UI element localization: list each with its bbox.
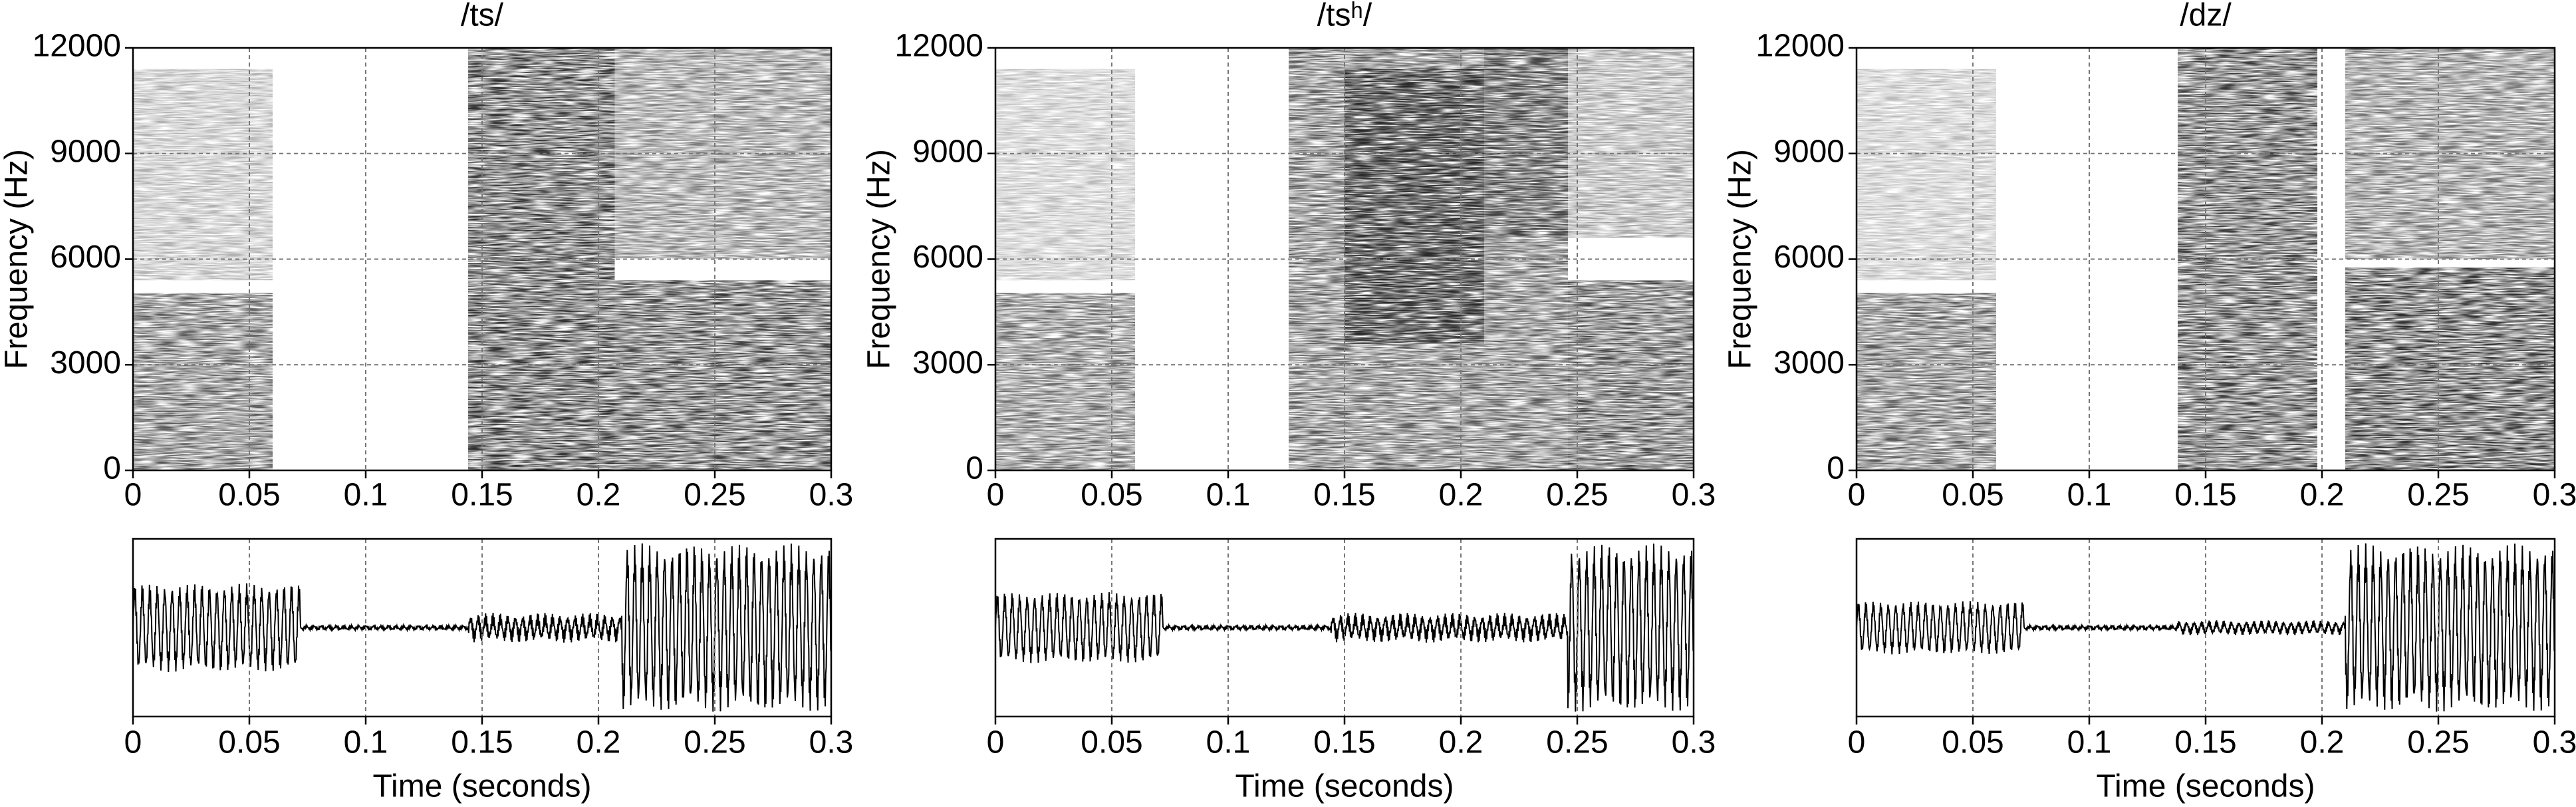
x-axis-label: Time (seconds) (1235, 769, 1454, 804)
x-tick-label: 0.1 (2067, 478, 2112, 513)
x-axis-label: Time (seconds) (2097, 769, 2315, 804)
x-tick-label: 0 (987, 725, 1005, 760)
spectrogram-shade (1857, 69, 1996, 281)
x-tick-label: 0.15 (2174, 725, 2236, 760)
spectrogram-shade (133, 293, 273, 470)
x-tick-label: 0.05 (218, 725, 280, 760)
plot-frame (1855, 538, 2556, 718)
x-tick-label: 0.25 (2407, 478, 2469, 513)
x-tick-label: 0.15 (2174, 478, 2236, 513)
y-axis-label: Frequency (Hz) (1723, 149, 1758, 369)
x-tick-label: 0.05 (1081, 478, 1142, 513)
x-tick-label: 0.15 (451, 725, 513, 760)
x-tick-label: 0.2 (2300, 725, 2345, 760)
x-tick-label: 0 (124, 478, 142, 513)
spectrogram-shade (995, 293, 1135, 470)
y-tick-label: 0 (966, 451, 983, 486)
x-tick-label: 0.3 (2533, 478, 2576, 513)
x-tick-label: 0 (124, 725, 142, 760)
x-tick-label: 0.3 (809, 725, 854, 760)
x-tick-label: 0.15 (451, 478, 513, 513)
x-tick-label: 0.1 (1206, 478, 1251, 513)
spectrogram-shade (133, 69, 273, 281)
x-tick-label: 0.25 (684, 478, 745, 513)
plot-frame (1855, 47, 2556, 472)
x-tick-label: 0.05 (1081, 725, 1142, 760)
x-tick-label: 0.2 (1439, 478, 1483, 513)
x-tick-label: 0.15 (1313, 478, 1375, 513)
spectrogram-shade (1857, 293, 1996, 470)
spectrogram-shade (1484, 48, 1694, 238)
y-tick-label: 12000 (33, 29, 121, 64)
x-tick-label: 0.3 (809, 478, 854, 513)
x-tick-label: 0 (1848, 478, 1866, 513)
x-tick-label: 0.05 (1942, 478, 2003, 513)
y-tick-label: 12000 (1756, 29, 1845, 64)
y-axis-label: Frequency (Hz) (0, 149, 35, 369)
y-tick-label: 3000 (912, 345, 983, 381)
y-tick-label: 9000 (1773, 134, 1845, 169)
plot-frame (994, 538, 1695, 718)
x-tick-label: 0.3 (2533, 725, 2576, 760)
spectrogram-shade (468, 48, 615, 470)
spectrogram-shade (1568, 280, 1694, 470)
spectrogram-shade (2345, 267, 2555, 470)
spectrogram-shade (1345, 69, 1484, 344)
y-tick-label: 9000 (50, 134, 121, 169)
x-tick-label: 0.1 (1206, 725, 1251, 760)
x-tick-label: 0.05 (1942, 725, 2003, 760)
chart-title: /ts/ (461, 0, 504, 33)
y-tick-label: 12000 (895, 29, 983, 64)
y-tick-label: 3000 (1773, 345, 1845, 381)
x-tick-label: 0.3 (1672, 478, 1716, 513)
chart-title: /dz/ (2180, 0, 2232, 33)
y-tick-label: 3000 (50, 345, 121, 381)
x-axis-label: Time (seconds) (373, 769, 592, 804)
plot-frame (994, 47, 1695, 472)
x-tick-label: 0.1 (344, 478, 388, 513)
x-tick-label: 0.3 (1672, 725, 1716, 760)
y-tick-label: 9000 (912, 134, 983, 169)
y-tick-label: 6000 (912, 240, 983, 275)
y-tick-label: 0 (103, 451, 121, 486)
x-tick-label: 0.2 (1439, 725, 1483, 760)
x-tick-label: 0.25 (1546, 478, 1608, 513)
x-tick-label: 0.25 (684, 725, 745, 760)
x-tick-label: 0.2 (577, 725, 621, 760)
x-tick-label: 0.15 (1313, 725, 1375, 760)
x-tick-label: 0.2 (2300, 478, 2345, 513)
x-tick-label: 0.2 (577, 478, 621, 513)
x-tick-label: 0.1 (2067, 725, 2112, 760)
x-tick-label: 0.05 (218, 478, 280, 513)
y-tick-label: 6000 (1773, 240, 1845, 275)
plot-frame (132, 538, 833, 718)
x-tick-label: 0 (987, 478, 1005, 513)
chart-title: /tsʰ/ (1317, 0, 1372, 33)
spectrogram-shade (995, 69, 1135, 281)
x-tick-label: 0.25 (2407, 725, 2469, 760)
spectrogram-shade (614, 280, 831, 470)
x-tick-label: 0 (1848, 725, 1866, 760)
y-tick-label: 0 (1827, 451, 1845, 486)
plot-frame (132, 47, 833, 472)
x-tick-label: 0.1 (344, 725, 388, 760)
y-axis-label: Frequency (Hz) (862, 149, 897, 369)
x-tick-label: 0.25 (1546, 725, 1608, 760)
y-tick-label: 6000 (50, 240, 121, 275)
